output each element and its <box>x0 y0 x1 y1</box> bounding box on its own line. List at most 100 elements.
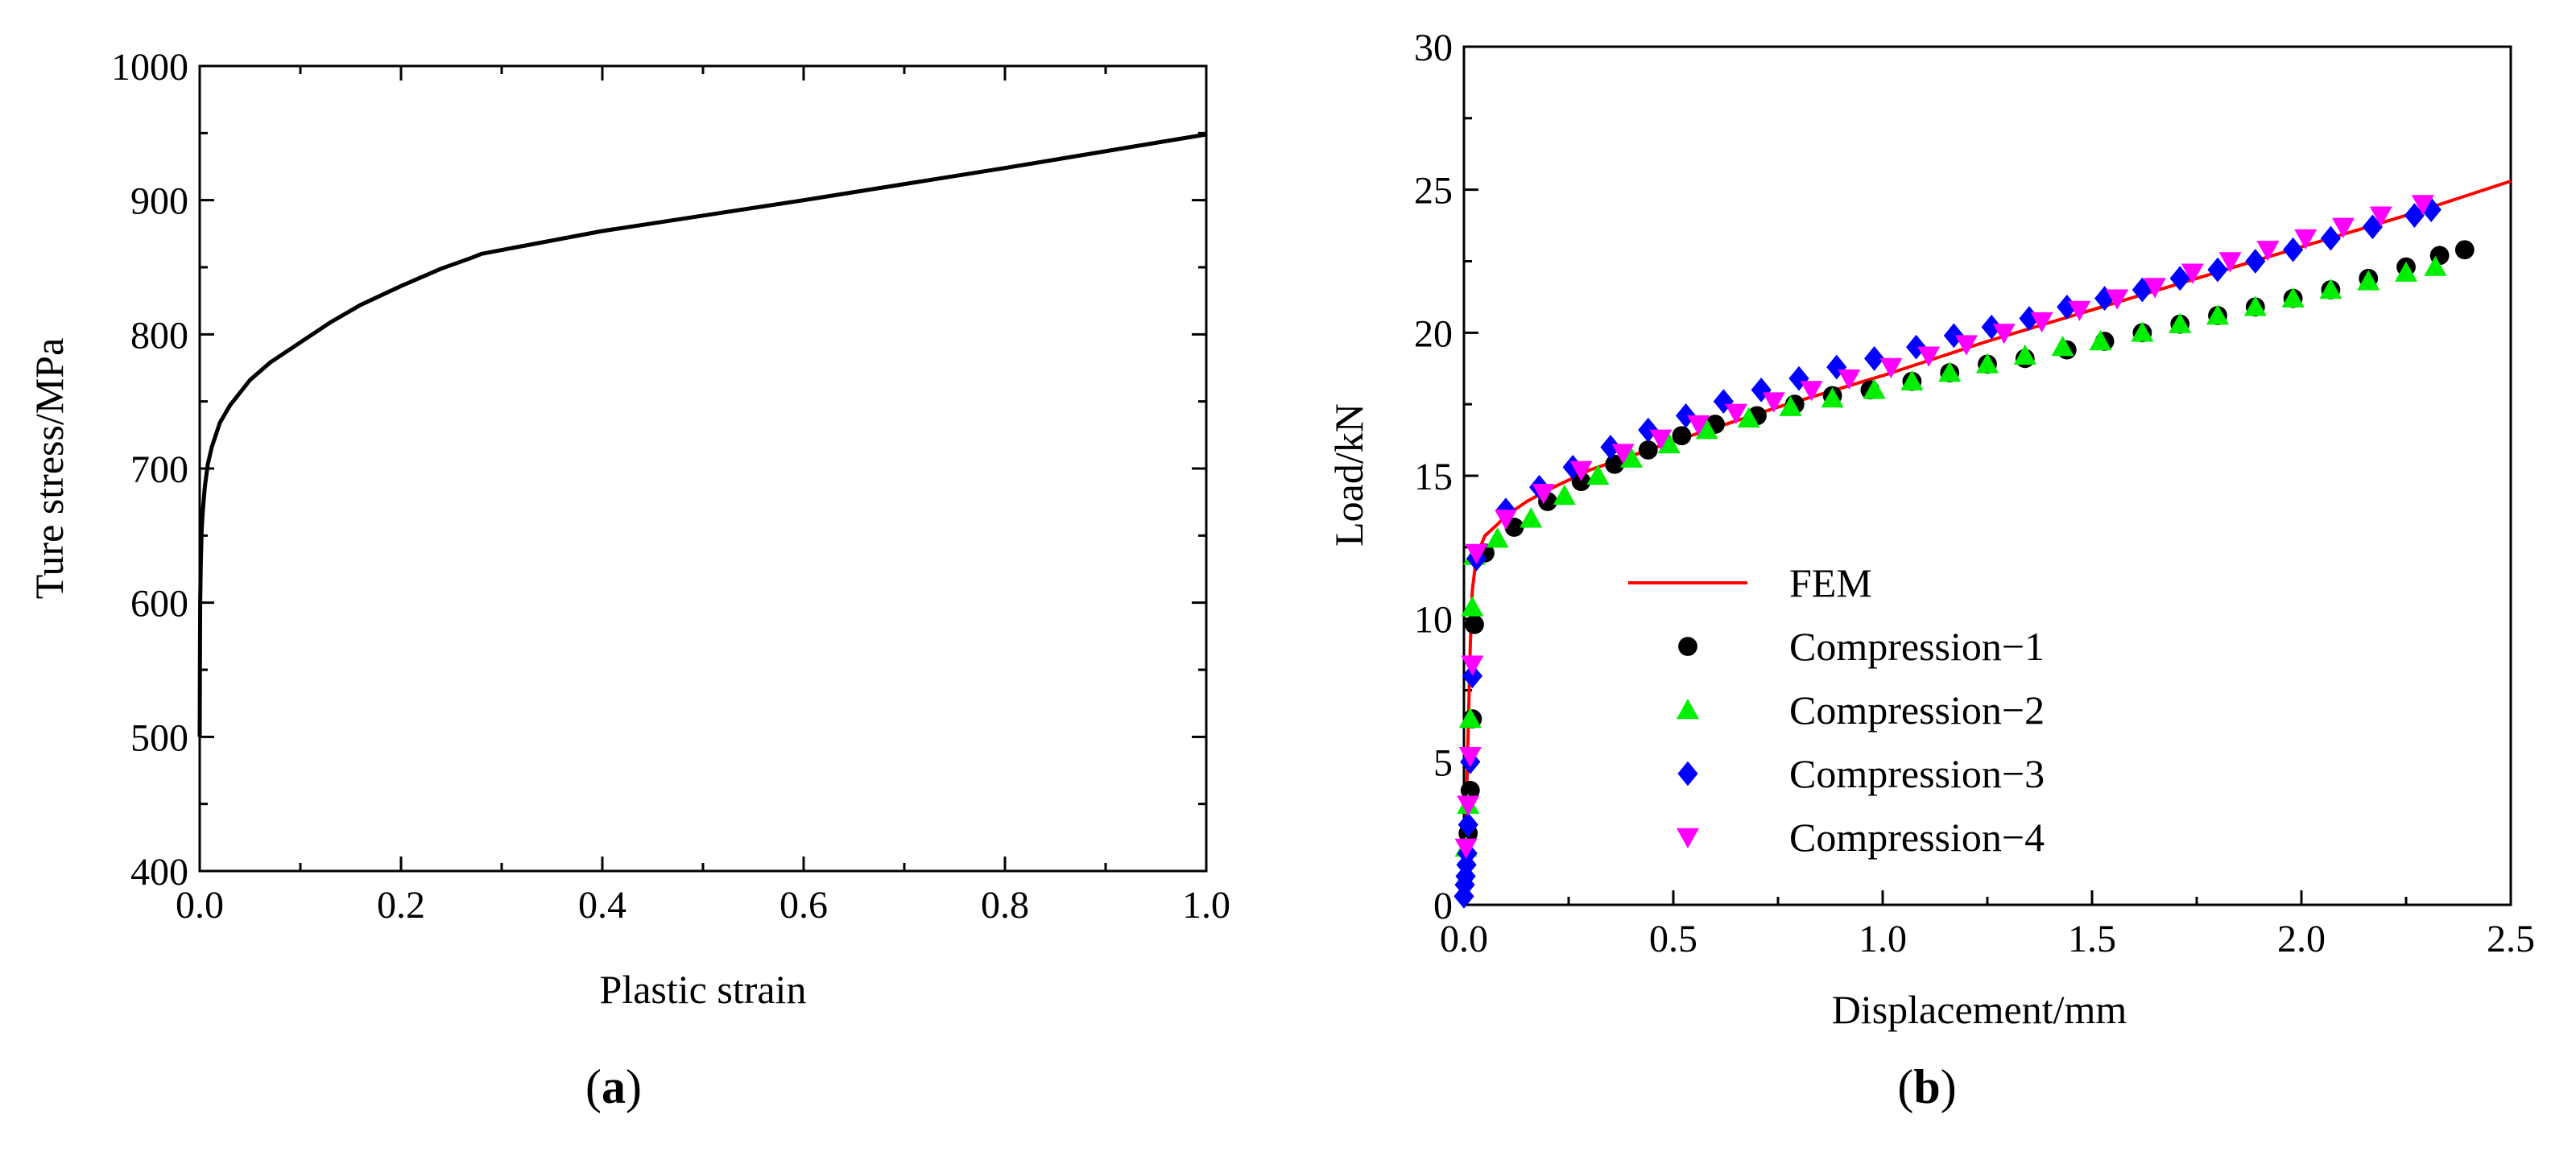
chart-b-series-compression-2-point <box>1821 387 1844 408</box>
chart-b-series-compression-2-point <box>2395 261 2417 282</box>
chart-b-series-compression-3-point <box>2320 225 2341 251</box>
chart-b-series-compression-4-point <box>1917 346 1941 367</box>
chart-b-series-fem-line <box>1462 180 2512 906</box>
chart-b-series <box>1453 180 2512 909</box>
chart-b-ytick-label: 0 <box>1433 885 1453 927</box>
chart-b-series-compression-2-point <box>2424 255 2447 276</box>
chart-b-series-compression-4-point <box>1465 543 1488 564</box>
chart-b-series-compression-3-point <box>2057 294 2078 320</box>
chart-b-series-compression-3-point <box>1864 345 1885 371</box>
chart-b-series-compression-2-point <box>2131 321 2154 342</box>
chart-b-ytick-label: 5 <box>1433 741 1453 784</box>
chart-a-series-true-stress-strain-line <box>197 132 1207 737</box>
chart-b-series-compression-4-point <box>1725 403 1747 424</box>
chart-b-ytick-label: 10 <box>1414 599 1453 642</box>
chart-b-series-compression-2-point <box>1695 419 1718 440</box>
chart-b-series-compression-2-point <box>2089 329 2112 351</box>
chart-b-series-compression-2-point <box>1657 432 1681 454</box>
chart-b-legend-entry-5-label: Compression−4 <box>1789 815 2045 860</box>
chart-a-ytick-label: 400 <box>130 851 188 894</box>
chart-b-series-compression-1-point <box>1605 454 1625 474</box>
chart-b-series-compression-3-point <box>1600 435 1621 460</box>
chart-b-ticks: 0.0 0.5 1.0 1.5 2.0 2.5 0 5 10 15 20 25 30 <box>1414 27 2535 960</box>
chart-a-panel-label: (a) <box>585 1060 642 1113</box>
chart-b-series-compression-4-point <box>1495 510 1517 531</box>
chart-b-legend-entry-5-swatch <box>1677 828 1699 848</box>
chart-b-series-compression-1-point <box>1672 426 1692 446</box>
chart-b-series-compression-4-point <box>2181 263 2204 284</box>
chart-a-plot-frame <box>198 64 1208 873</box>
chart-b-series-compression-2-point <box>2051 336 2074 357</box>
chart-b-series-compression-4-point <box>2144 278 2166 299</box>
chart-b-series-compression-4-point <box>2030 312 2053 333</box>
chart-b-series-compression-3-point <box>1453 883 1474 909</box>
chart-b-series-compression-1-point <box>1571 472 1591 492</box>
chart-b-series-compression-4-point <box>2106 289 2129 310</box>
chart-a-ytick-label: 600 <box>130 583 188 625</box>
chart-b-legend-entry-3-label: Compression−2 <box>1789 687 2045 733</box>
chart-b-series-compression-4-point <box>2294 229 2318 250</box>
chart-b-series-compression-3-point <box>1455 864 1476 889</box>
chart-b-series-compression-1-point <box>2454 240 2475 260</box>
chart-b-panel-close: ) <box>1941 1060 1957 1113</box>
chart-a-ticks: 0.0 0.2 0.4 0.6 0.8 1.0 400 500 600 700 800 900 1000 <box>111 46 1230 927</box>
chart-b-series-compression-4-point <box>1879 357 1903 378</box>
chart-b-series-compression-4-point <box>2411 195 2434 216</box>
chart-b-series-compression-3-point <box>2283 237 2304 262</box>
chart-b-legend-entry-4-label: Compression−3 <box>1789 751 2045 796</box>
chart-b-series-compression-4-point <box>2218 252 2242 273</box>
chart-b-xtick-label: 1.5 <box>2068 918 2116 960</box>
chart-b-ytick-label: 20 <box>1414 312 1453 355</box>
chart-b-series-compression-3-point <box>1981 314 2002 340</box>
chart-b-series-compression-3-point <box>1943 323 1964 349</box>
chart-b-series-compression-2-point <box>2013 344 2036 365</box>
chart-b-series-compression-3-point <box>2207 257 2228 283</box>
chart-b-series-compression-3-point <box>2132 277 2152 303</box>
chart-a-xtick-label: 0.6 <box>779 884 828 927</box>
chart-b-series-compression-4-point <box>1532 484 1555 505</box>
chart-b-series-compression-3-point <box>1462 663 1482 689</box>
chart-b-legend-entry-1-label: FEM <box>1789 560 1872 605</box>
chart-b-legend-entry-3-swatch <box>1677 699 1699 720</box>
chart-b-series-compression-4-point <box>1762 392 1785 413</box>
chart-a-xtick-label: 1.0 <box>1182 884 1230 927</box>
chart-b-series-compression-2-point <box>2281 287 2305 308</box>
chart-b-series-compression-2-point <box>2169 312 2192 333</box>
chart-b-series-compression-2-point <box>2319 279 2342 299</box>
chart-b-series-compression-2-point <box>1900 370 1924 390</box>
chart-b-legend-entry-2-swatch <box>1678 637 1697 656</box>
chart-b-series-compression-1-point <box>1638 440 1658 460</box>
chart-b-xtick-label: 2.5 <box>2487 918 2535 960</box>
chart-b-series-compression-4-point <box>2332 217 2355 238</box>
chart-b-series-compression-2-point <box>2243 295 2267 316</box>
chart-b-legend: FEM Compression−1 Compression−2 Compression… <box>1628 560 2045 860</box>
chart-b-series-compression-4-point <box>1458 747 1482 768</box>
chart-a-xtick-label: 0.8 <box>981 884 1029 927</box>
chart-b-load-displacement: 0.0 0.5 1.0 1.5 2.0 2.5 0 5 10 15 20 25 30 FEM Compre… <box>1326 27 2535 1113</box>
chart-b-series-compression-4-point <box>1800 381 1823 402</box>
chart-a-ytick-label: 900 <box>130 180 188 223</box>
chart-a-ytick-label: 500 <box>130 716 188 759</box>
chart-b-xtick-label: 0.5 <box>1649 918 1697 960</box>
chart-b-ytick-label: 15 <box>1414 456 1453 498</box>
chart-b-panel-letter: b <box>1913 1060 1940 1113</box>
chart-a-panel-close: ) <box>626 1060 642 1113</box>
chart-b-xtick-label: 2.0 <box>2277 918 2326 960</box>
chart-b-series-compression-4-point <box>1457 795 1480 816</box>
chart-b-legend-entry-4-swatch <box>1677 761 1698 786</box>
chart-b-ytick-label: 30 <box>1414 27 1453 69</box>
chart-b-series-compression-4-point <box>2256 241 2280 262</box>
chart-b-series-compression-2-point <box>1976 353 1999 374</box>
chart-a-panel-letter: a <box>602 1060 626 1113</box>
chart-b-legend-entry-2-label: Compression−1 <box>1789 624 2045 669</box>
chart-b-series-compression-3-point <box>2169 266 2190 291</box>
chart-b-series-compression-2-point <box>1461 596 1484 617</box>
chart-b-series-compression-4-point <box>2068 300 2091 321</box>
chart-b-ytick-label: 25 <box>1414 170 1453 213</box>
chart-a-xtick-label: 0.2 <box>377 884 425 927</box>
chart-b-series-compression-4-point <box>1838 369 1861 390</box>
chart-b-series-compression-1-point <box>1460 780 1480 800</box>
chart-a-ylabel: Ture stress/MPa <box>27 338 72 600</box>
chart-b-series-compression-4-point <box>1611 444 1635 464</box>
